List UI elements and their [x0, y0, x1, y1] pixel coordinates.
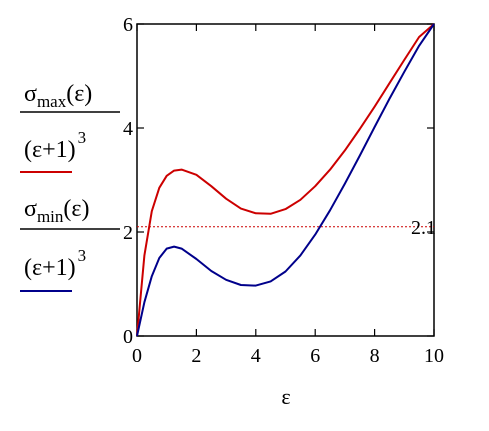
- reference-line-label: 2.1: [411, 217, 436, 239]
- series-line-min: [136, 23, 435, 337]
- reference-line-group: 2.1: [137, 217, 436, 239]
- y-label-max: σmax(ε) (ε+1) 3: [20, 81, 120, 173]
- y-label-min-numerator: σmin(ε): [24, 196, 89, 226]
- y-tick-label: 2: [123, 222, 133, 244]
- axis-ticks: [136, 23, 435, 337]
- y-tick-labels: 0 2 4 6: [123, 14, 133, 348]
- y-label-max-denominator: (ε+1) 3: [24, 128, 86, 163]
- series-line-max: [136, 23, 435, 337]
- x-tick-label: 0: [132, 345, 142, 367]
- x-tick-label: 8: [370, 345, 380, 367]
- x-tick-label: 6: [310, 345, 320, 367]
- y-label-max-numerator: σmax(ε): [24, 81, 92, 111]
- y-label-min: σmin(ε) (ε+1) 3: [20, 196, 120, 292]
- y-tick-label: 0: [123, 326, 133, 348]
- series-group: [136, 23, 435, 337]
- x-axis-title: ε: [281, 384, 290, 409]
- x-tick-label: 2: [191, 345, 201, 367]
- y-label-min-denominator: (ε+1) 3: [24, 246, 86, 281]
- x-tick-label: 10: [424, 345, 444, 367]
- y-tick-label: 4: [123, 118, 133, 140]
- y-tick-label: 6: [123, 14, 133, 36]
- x-tick-labels: 0 2 4 6 8 10: [132, 345, 444, 367]
- x-tick-label: 4: [251, 345, 261, 367]
- plot-frame: [136, 23, 435, 337]
